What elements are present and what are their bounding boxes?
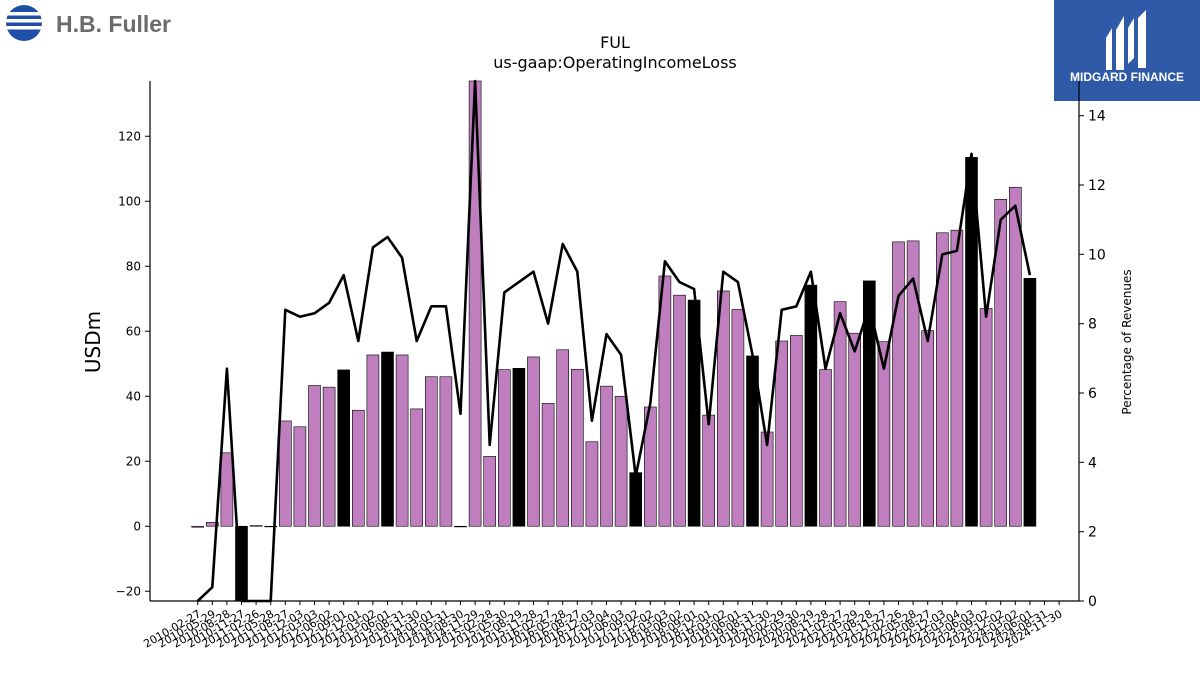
bar xyxy=(716,290,730,527)
y2-tick-label: 8 xyxy=(1088,317,1097,333)
chart-subtitle: us-gaap:OperatingIncomeLoss xyxy=(493,53,737,72)
y-tick-label: 60 xyxy=(126,324,141,338)
bar xyxy=(892,241,905,527)
bar xyxy=(278,420,292,527)
bar xyxy=(410,408,424,527)
bars xyxy=(191,80,1037,601)
bar xyxy=(556,349,570,527)
chart-title: FUL xyxy=(600,33,630,52)
bar xyxy=(673,294,686,527)
bar xyxy=(322,386,336,527)
company-logo: H.B. Fuller xyxy=(4,3,204,45)
bar xyxy=(395,354,409,527)
bar xyxy=(483,456,497,527)
bar xyxy=(570,368,584,527)
y-axis-label: USDm xyxy=(81,311,105,373)
y-tick-label: −20 xyxy=(116,584,141,598)
bar xyxy=(454,525,467,528)
bar xyxy=(585,441,599,527)
bar xyxy=(906,240,920,527)
bar xyxy=(191,525,204,528)
bar xyxy=(848,332,862,527)
company-name: H.B. Fuller xyxy=(56,11,171,37)
midgard-logo-icon xyxy=(1106,10,1146,70)
midgard-watermark: MIDGARD FINANCE xyxy=(1054,0,1200,101)
y2-tick-label: 2 xyxy=(1088,525,1097,541)
bar xyxy=(381,351,394,527)
bar xyxy=(527,356,540,527)
y2-tick-label: 12 xyxy=(1088,178,1106,194)
bar xyxy=(308,385,321,527)
bar xyxy=(220,452,234,527)
bar xyxy=(424,376,438,527)
bar xyxy=(950,229,964,527)
bar xyxy=(366,354,380,527)
y2-tick-label: 6 xyxy=(1088,386,1097,402)
bar xyxy=(775,340,789,527)
bar xyxy=(979,308,993,527)
bar xyxy=(804,284,818,527)
y2-axis-label: Percentage of Revenues xyxy=(1120,269,1134,414)
bar xyxy=(819,369,832,527)
hb-fuller-mark-icon xyxy=(6,5,42,41)
y2-tick-label: 14 xyxy=(1088,109,1106,125)
ratio-line xyxy=(196,79,1032,603)
bar xyxy=(994,199,1008,527)
axes: −20020406080100120024681012142010-02-272… xyxy=(116,81,1106,651)
bar xyxy=(541,403,555,527)
bar xyxy=(702,414,716,527)
y2-tick-label: 0 xyxy=(1088,594,1097,610)
y-tick-label: 120 xyxy=(118,129,141,143)
bar xyxy=(789,335,803,527)
bar xyxy=(658,275,672,527)
y2-tick-label: 4 xyxy=(1088,455,1097,471)
bar xyxy=(206,522,219,527)
y-tick-label: 20 xyxy=(126,454,141,468)
bar xyxy=(760,431,774,527)
bar xyxy=(337,369,351,527)
bar xyxy=(264,525,278,528)
bar xyxy=(833,301,847,527)
watermark-text: MIDGARD FINANCE xyxy=(1070,70,1184,84)
bar xyxy=(512,367,526,527)
bar xyxy=(862,280,876,527)
bar xyxy=(600,385,613,527)
bar xyxy=(935,232,949,527)
bar xyxy=(921,330,935,527)
bar xyxy=(629,472,643,527)
bar xyxy=(614,395,628,527)
bar xyxy=(351,409,365,527)
y-tick-label: 40 xyxy=(126,389,141,403)
y-tick-label: 0 xyxy=(133,519,141,533)
y-tick-label: 80 xyxy=(126,259,141,273)
bar xyxy=(249,525,263,527)
y-tick-label: 100 xyxy=(118,194,141,208)
bar xyxy=(1008,186,1022,527)
bar xyxy=(497,369,511,527)
y2-tick-label: 10 xyxy=(1088,247,1106,263)
bar xyxy=(293,426,307,527)
bar xyxy=(877,341,891,527)
bar xyxy=(439,376,453,527)
ratio-line-path xyxy=(196,79,1032,603)
bar xyxy=(731,309,745,527)
bar xyxy=(1023,277,1037,527)
